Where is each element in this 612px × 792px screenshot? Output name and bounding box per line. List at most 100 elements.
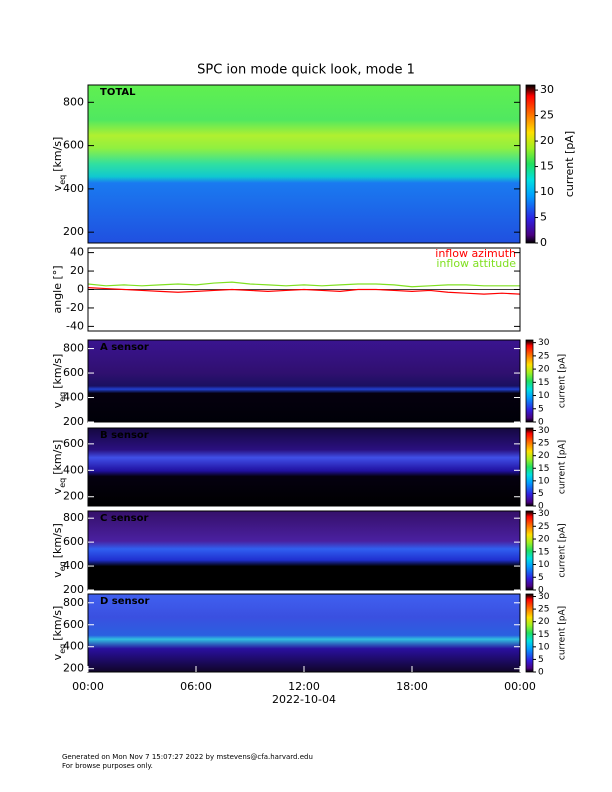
x-tick-label: 06:00 bbox=[180, 680, 212, 693]
y-tick-label: 200 bbox=[63, 662, 84, 675]
colorbar-tick-label: 5 bbox=[538, 404, 544, 414]
y-label-unit: [km/s] bbox=[51, 523, 64, 558]
colorbar-label: current [pA] bbox=[558, 523, 568, 577]
spectrogram-image bbox=[88, 594, 520, 672]
colorbar-tick-label: 25 bbox=[540, 109, 554, 122]
colorbar-tick-label: 30 bbox=[538, 509, 550, 519]
y-axis-label: veq [km/s] bbox=[51, 137, 67, 192]
colorbar-tick-label: 15 bbox=[538, 378, 549, 388]
colorbar-tick-label: 10 bbox=[538, 476, 550, 486]
colorbar-tick-label: 30 bbox=[538, 592, 550, 602]
y-tick-label: 200 bbox=[63, 583, 84, 596]
y-tick-label: 400 bbox=[63, 463, 84, 476]
colorbar-tick-label: 0 bbox=[538, 668, 544, 678]
y-tick-label: 800 bbox=[63, 596, 84, 609]
y-tick-label: 600 bbox=[63, 535, 84, 548]
colorbar bbox=[525, 510, 534, 591]
colorbar-tick-label: 5 bbox=[538, 489, 544, 499]
footer-line: For browse purposes only. bbox=[62, 762, 153, 770]
panel-label: A sensor bbox=[100, 342, 149, 353]
y-label-main: v bbox=[51, 184, 64, 191]
colorbar bbox=[525, 339, 534, 423]
colorbar-label: current [pA] bbox=[558, 354, 568, 408]
y-label-unit: [km/s] bbox=[51, 354, 64, 389]
y-axis-label: veq [km/s] bbox=[51, 440, 67, 495]
panel-frame bbox=[87, 427, 521, 507]
colorbar-tick-label: 30 bbox=[538, 426, 550, 436]
y-tick-label: 600 bbox=[63, 437, 84, 450]
colorbar-tick-label: 25 bbox=[538, 351, 549, 361]
colorbar-tick-label: 30 bbox=[538, 338, 550, 348]
y-label-unit: [km/s] bbox=[51, 137, 64, 172]
y-tick-label: 400 bbox=[63, 182, 84, 195]
colorbar-tick-label: 0 bbox=[538, 418, 544, 428]
y-label-sub: eq bbox=[58, 478, 67, 488]
y-tick-label: 400 bbox=[63, 559, 84, 572]
y-axis-label: veq [km/s] bbox=[51, 354, 67, 409]
y-label-sub: eq bbox=[58, 561, 67, 571]
chart-title: SPC ion mode quick look, mode 1 bbox=[197, 63, 415, 78]
y-label-sub: eq bbox=[58, 175, 67, 185]
colorbar-tick-label: 5 bbox=[540, 211, 547, 224]
legend-entry: inflow azimuth bbox=[435, 247, 516, 260]
y-axis-label: veq [km/s] bbox=[51, 606, 67, 661]
colorbar-tick-label: 0 bbox=[538, 586, 544, 596]
panel-label: C sensor bbox=[100, 513, 148, 524]
colorbar-tick-label: 15 bbox=[538, 630, 549, 640]
y-tick-label: 600 bbox=[63, 618, 84, 631]
x-tick-label: 18:00 bbox=[396, 680, 428, 693]
y-tick-label: 400 bbox=[63, 640, 84, 653]
y-label-unit: [km/s] bbox=[51, 440, 64, 475]
colorbar-tick-label: 15 bbox=[540, 160, 554, 173]
spectrogram-image bbox=[88, 340, 520, 422]
colorbar bbox=[525, 84, 536, 244]
colorbar-tick-label: 15 bbox=[538, 464, 549, 474]
y-label-main: v bbox=[51, 487, 64, 494]
y-axis-label: veq [km/s] bbox=[51, 523, 67, 578]
y-tick-label: 800 bbox=[63, 95, 84, 108]
y-label-sub: eq bbox=[58, 644, 67, 654]
colorbar-tick-label: 10 bbox=[538, 642, 550, 652]
y-tick-label: 40 bbox=[70, 246, 84, 259]
colorbar-tick-label: 30 bbox=[540, 83, 554, 96]
colorbar-label: current [pA] bbox=[558, 440, 568, 494]
colorbar-tick-label: 20 bbox=[540, 134, 554, 147]
x-tick-label: 00:00 bbox=[504, 680, 536, 693]
y-axis-label: angle [°] bbox=[51, 265, 64, 313]
y-label-main: v bbox=[51, 571, 64, 578]
panel-label: D sensor bbox=[100, 596, 149, 607]
y-tick-label: -20 bbox=[66, 301, 84, 314]
colorbar bbox=[525, 427, 534, 507]
series-line bbox=[87, 287, 521, 295]
y-tick-label: -40 bbox=[66, 319, 84, 332]
colorbar-tick-label: 5 bbox=[538, 573, 544, 583]
colorbar-tick-label: 25 bbox=[538, 439, 549, 449]
spectrogram-image bbox=[88, 511, 520, 590]
x-tick-label: 00:00 bbox=[72, 680, 104, 693]
legend-entry: inflow attitude bbox=[436, 257, 516, 270]
colorbar-tick-label: 25 bbox=[538, 522, 549, 532]
colorbar-tick-label: 5 bbox=[538, 655, 544, 665]
colorbar-tick-label: 0 bbox=[540, 236, 547, 249]
panel-frame bbox=[87, 510, 521, 591]
y-tick-label: 200 bbox=[63, 490, 84, 503]
spectrogram-image bbox=[88, 428, 520, 506]
colorbar-tick-label: 20 bbox=[538, 451, 550, 461]
panel-frame bbox=[87, 339, 521, 423]
y-label-main: v bbox=[51, 653, 64, 660]
panel-label: B sensor bbox=[100, 430, 149, 441]
footer-line: Generated on Mon Nov 7 15:07:27 2022 by … bbox=[62, 753, 313, 761]
y-tick-label: 200 bbox=[63, 225, 84, 238]
y-label-unit: [km/s] bbox=[51, 606, 64, 641]
y-tick-label: 200 bbox=[63, 415, 84, 428]
colorbar-label: current [pA] bbox=[558, 606, 568, 660]
colorbar-tick-label: 20 bbox=[538, 535, 550, 545]
y-tick-label: 800 bbox=[63, 342, 84, 355]
y-tick-label: 400 bbox=[63, 391, 84, 404]
y-tick-label: 600 bbox=[63, 139, 84, 152]
colorbar-label: current [pA] bbox=[563, 131, 576, 197]
colorbar-tick-label: 15 bbox=[538, 547, 549, 557]
colorbar-tick-label: 20 bbox=[538, 617, 550, 627]
x-axis-label: 2022-10-04 bbox=[272, 693, 336, 706]
